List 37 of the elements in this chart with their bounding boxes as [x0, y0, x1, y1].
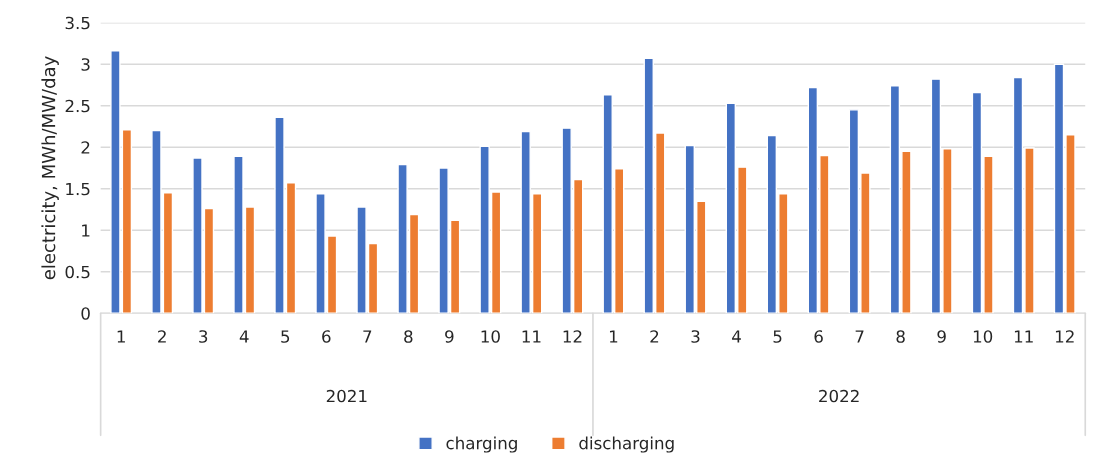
y-tick-label: 3	[81, 58, 90, 71]
legend-label: discharging	[579, 436, 674, 453]
x-tick-label: 11	[1014, 330, 1033, 343]
y-tick-label: 1.5	[66, 182, 90, 196]
x-tick-label: 4	[732, 330, 741, 343]
y-tick-label: 2	[81, 141, 90, 154]
x-tick-label: 11	[522, 330, 541, 343]
legend-label: charging	[446, 436, 517, 453]
x-tick-label: 8	[404, 330, 413, 343]
x-tick-label: 6	[814, 330, 823, 343]
text: 2022	[819, 389, 859, 403]
x-tick-label: 8	[896, 330, 905, 343]
x-tick-label: 1	[117, 330, 125, 343]
x-tick-label: 2	[158, 330, 166, 343]
x-tick-label: 1	[609, 330, 618, 343]
x-tick-label: 4	[239, 330, 249, 343]
x-tick-label: 7	[363, 330, 372, 343]
y-axis-title: electricity, MWh/MW/day	[41, 56, 59, 280]
x-tick-label: 12	[1055, 330, 1074, 343]
x-tick-label: 3	[199, 330, 208, 343]
x-tick-label: 9	[937, 330, 946, 343]
y-tick-label: 1	[82, 224, 90, 237]
x-tick-label: 3	[691, 330, 700, 343]
x-tick-label: 7	[855, 330, 864, 343]
y-tick-label: 2.5	[65, 99, 90, 113]
y-tick-label: 0	[81, 307, 90, 320]
x-tick-label: 5	[281, 330, 290, 343]
x-tick-label: 9	[445, 330, 454, 343]
y-tick-label: 3.5	[65, 16, 90, 30]
text: 2021	[326, 389, 367, 403]
x-tick-label: 12	[563, 330, 582, 343]
y-tick-label: 0.5	[65, 265, 90, 279]
x-tick-label: 6	[322, 330, 331, 343]
x-tick-label: 5	[773, 330, 782, 343]
x-tick-label: 10	[973, 330, 993, 343]
x-tick-label: 10	[481, 330, 500, 343]
x-tick-label: 2	[650, 330, 659, 343]
